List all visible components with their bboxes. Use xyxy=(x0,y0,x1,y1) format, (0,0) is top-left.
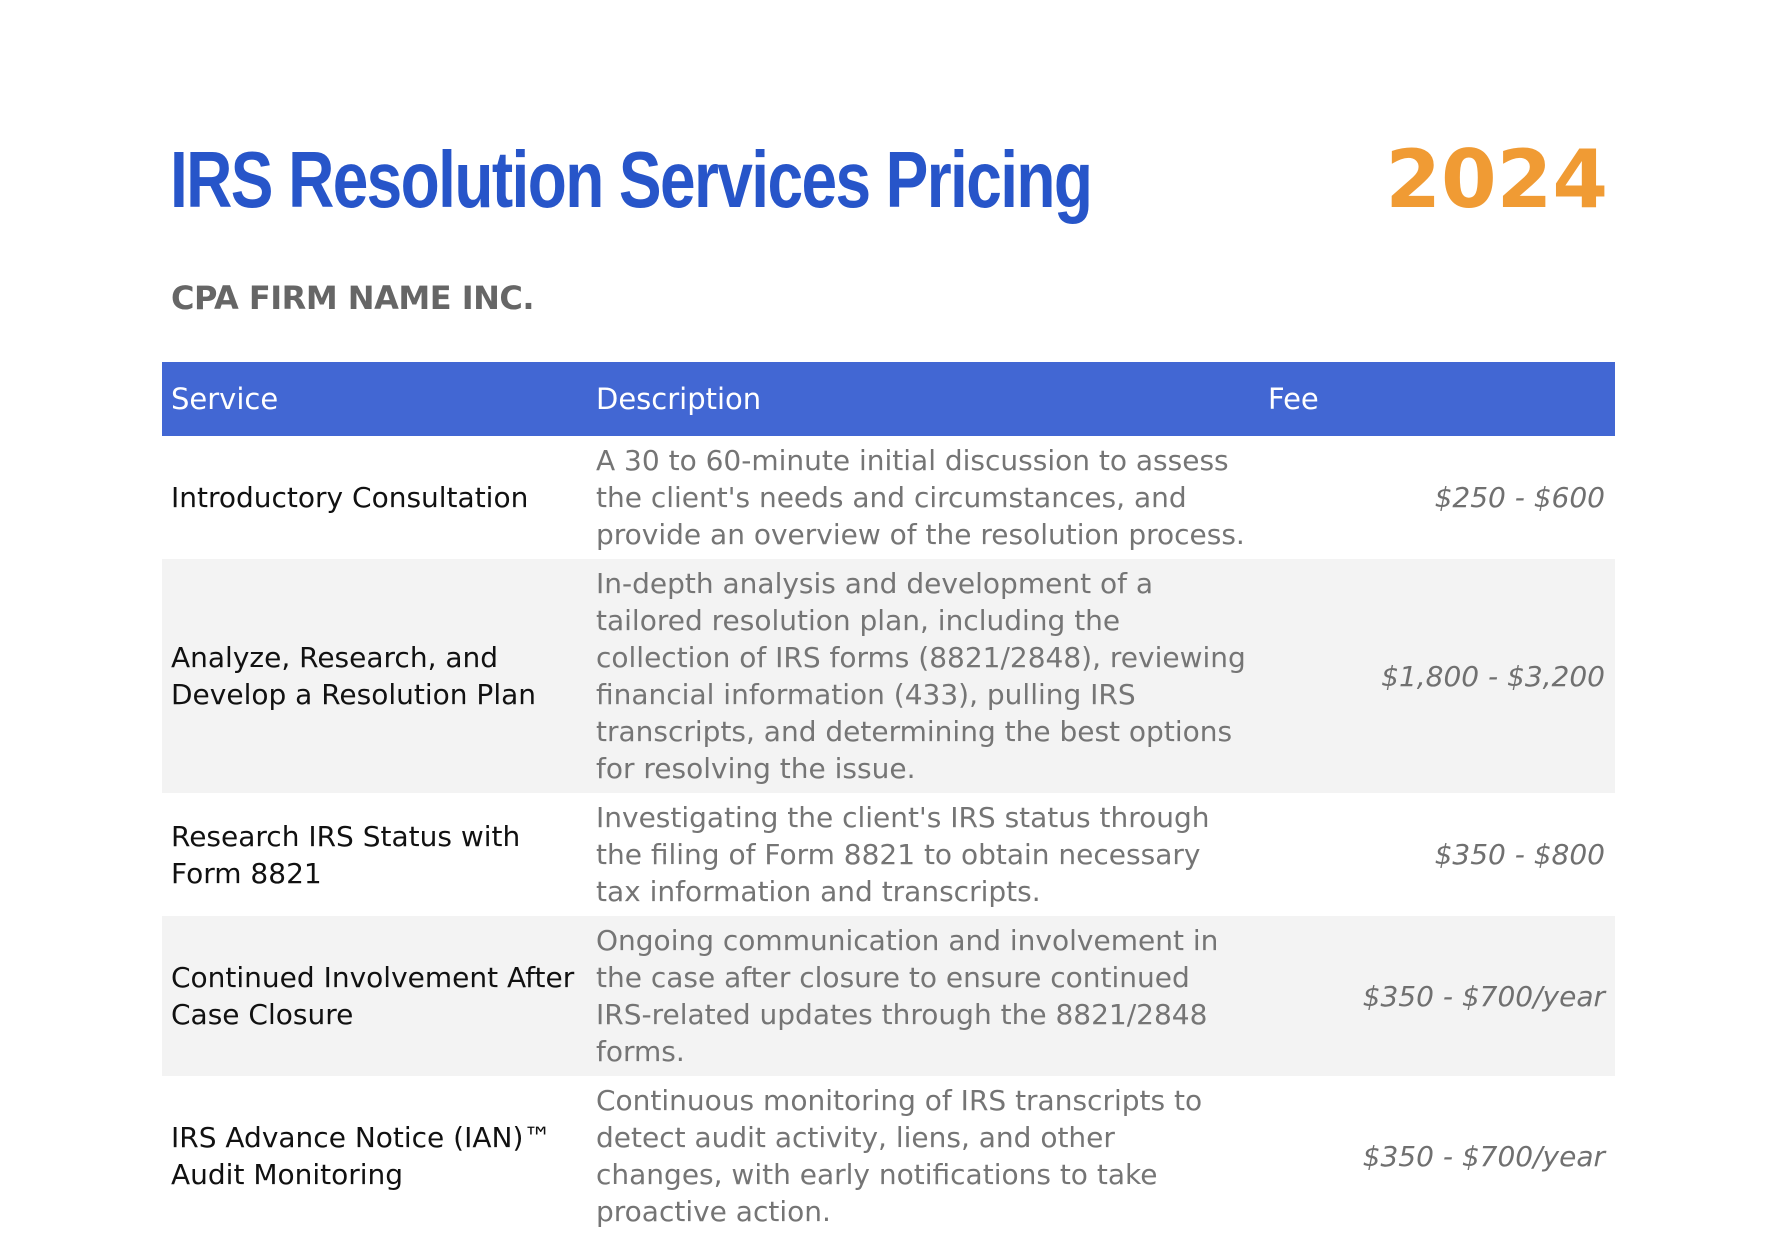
service-description: In-depth analysis and development of a t… xyxy=(596,567,1246,785)
service-name: Research IRS Status with Form 8821 xyxy=(171,819,521,890)
table-row: Research IRS Status with Form 8821 Inves… xyxy=(162,793,1615,916)
service-fee: $350 - $800 xyxy=(1434,838,1605,871)
service-name: Introductory Consultation xyxy=(171,481,529,514)
service-description: Continuous monitoring of IRS transcripts… xyxy=(596,1084,1203,1228)
pricing-table: Service Description Fee Introductory Con… xyxy=(162,362,1615,1236)
table-row: Introductory Consultation A 30 to 60-min… xyxy=(162,436,1615,559)
column-header-fee: Fee xyxy=(1268,382,1319,416)
service-fee: $350 - $700/year xyxy=(1362,1139,1605,1173)
table-row: Continued Involvement After Case Closure… xyxy=(162,916,1615,1076)
table-row: IRS Advance Notice (IAN)™ Audit Monitori… xyxy=(162,1076,1615,1236)
column-header-description: Description xyxy=(596,382,762,416)
column-header-service: Service xyxy=(171,382,279,416)
table-row: Analyze, Research, and Develop a Resolut… xyxy=(162,559,1615,793)
table-body: Introductory Consultation A 30 to 60-min… xyxy=(162,436,1615,1236)
service-description: Investigating the client's IRS status th… xyxy=(596,801,1210,908)
service-fee: $1,800 - $3,200 xyxy=(1381,659,1605,693)
page-title: IRS Resolution Services Pricing xyxy=(170,135,1093,224)
table-header: Service Description Fee xyxy=(162,362,1615,436)
table-header-row: Service Description Fee xyxy=(162,362,1615,436)
firm-name: CPA FIRM NAME INC. xyxy=(171,279,535,317)
service-name: IRS Advance Notice (IAN)™ Audit Monitori… xyxy=(171,1121,552,1191)
service-description: A 30 to 60-minute initial discussion to … xyxy=(596,444,1245,551)
service-fee: $250 - $600 xyxy=(1434,481,1605,514)
service-name: Analyze, Research, and Develop a Resolut… xyxy=(171,641,536,711)
pricing-year: 2024 xyxy=(1385,133,1608,226)
service-fee: $350 - $700/year xyxy=(1362,979,1605,1013)
service-name: Continued Involvement After Case Closure xyxy=(171,961,575,1031)
service-description: Ongoing communication and involvement in… xyxy=(596,924,1219,1068)
